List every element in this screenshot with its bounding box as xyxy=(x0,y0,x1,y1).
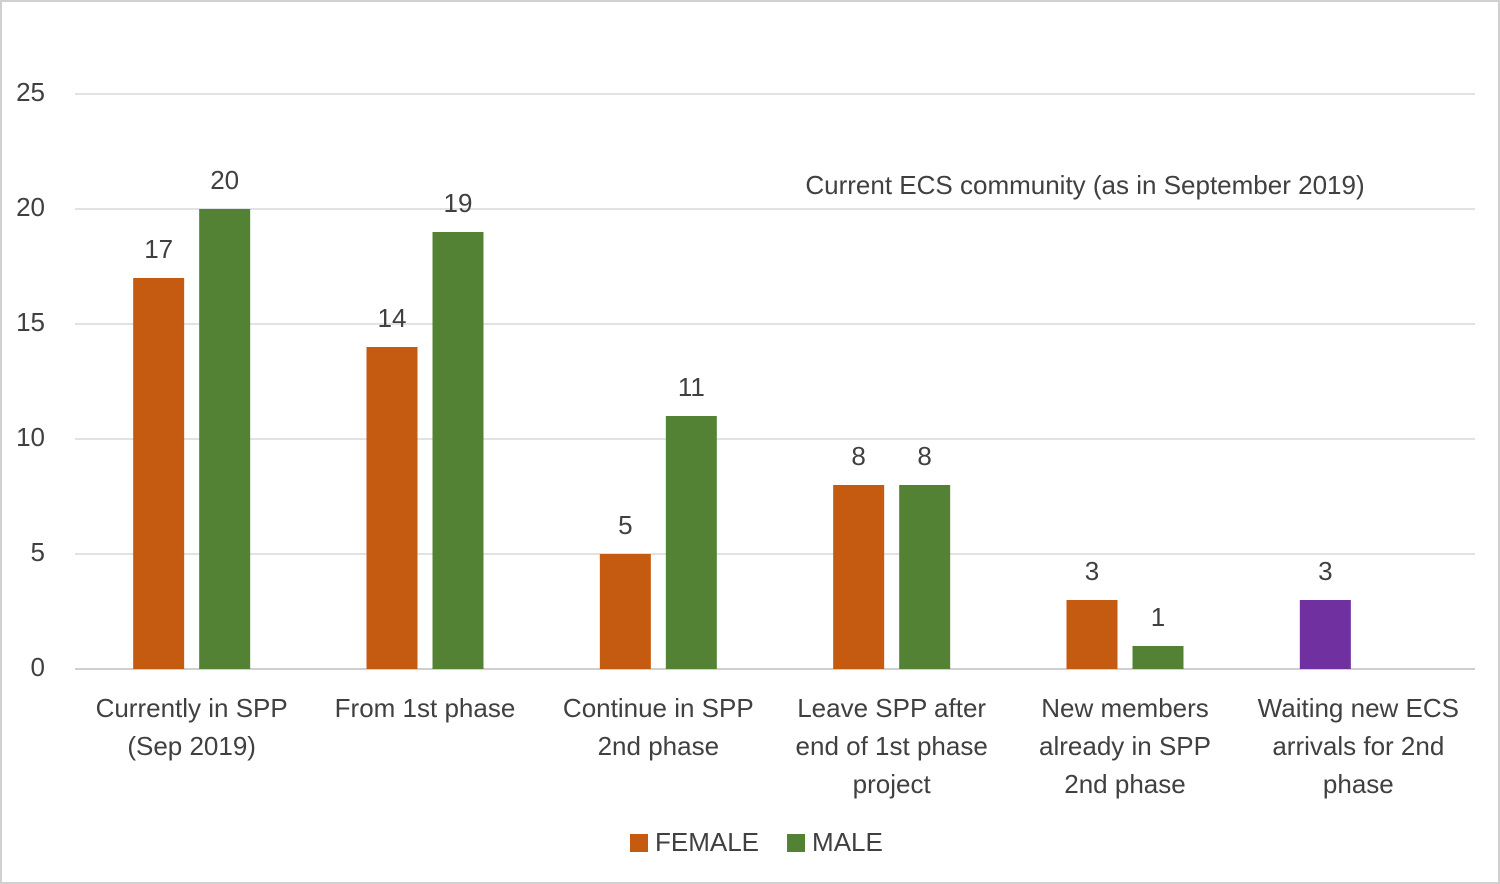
x-tick-label: Continue in SPP 2nd phase xyxy=(563,693,754,761)
y-tick-label: 5 xyxy=(31,537,45,567)
legend-label: MALE xyxy=(812,827,883,857)
bar xyxy=(833,485,885,669)
data-label: 5 xyxy=(618,510,632,540)
data-label: 3 xyxy=(1318,556,1332,586)
x-tick-label: New members already in SPP 2nd phase xyxy=(1039,693,1211,799)
y-tick-label: 10 xyxy=(16,422,45,452)
chart-title: Current ECS community (as in September 2… xyxy=(805,170,1364,200)
legend-label: FEMALE xyxy=(655,827,759,857)
bar xyxy=(599,554,651,669)
x-tick-label: Currently in SPP (Sep 2019) xyxy=(96,693,288,761)
data-label: 17 xyxy=(144,234,173,264)
data-label: 19 xyxy=(444,188,473,218)
bar xyxy=(899,485,951,669)
data-label: 20 xyxy=(210,165,239,195)
data-label: 14 xyxy=(378,303,407,333)
data-label: 3 xyxy=(1085,556,1099,586)
y-tick-label: 25 xyxy=(16,77,45,107)
x-tick-label: From 1st phase xyxy=(335,693,516,723)
legend-swatch xyxy=(630,834,648,852)
x-tick-label: Leave SPP after end of 1st phase project xyxy=(796,693,988,799)
y-tick-label: 15 xyxy=(16,307,45,337)
bar xyxy=(432,232,484,669)
bar xyxy=(1132,646,1184,669)
bar xyxy=(665,416,717,669)
data-label: 8 xyxy=(851,441,865,471)
y-tick-label: 0 xyxy=(31,652,45,682)
x-tick-label: Waiting new ECS arrivals for 2nd phase xyxy=(1258,693,1459,799)
bar xyxy=(1066,600,1118,669)
bar xyxy=(133,278,185,669)
legend-swatch xyxy=(787,834,806,852)
y-tick-label: 20 xyxy=(16,192,45,222)
data-label: 11 xyxy=(678,372,705,402)
bar xyxy=(366,347,418,669)
bar xyxy=(199,209,251,669)
data-label: 8 xyxy=(917,441,931,471)
bar xyxy=(1299,600,1351,669)
data-label: 1 xyxy=(1151,602,1165,632)
